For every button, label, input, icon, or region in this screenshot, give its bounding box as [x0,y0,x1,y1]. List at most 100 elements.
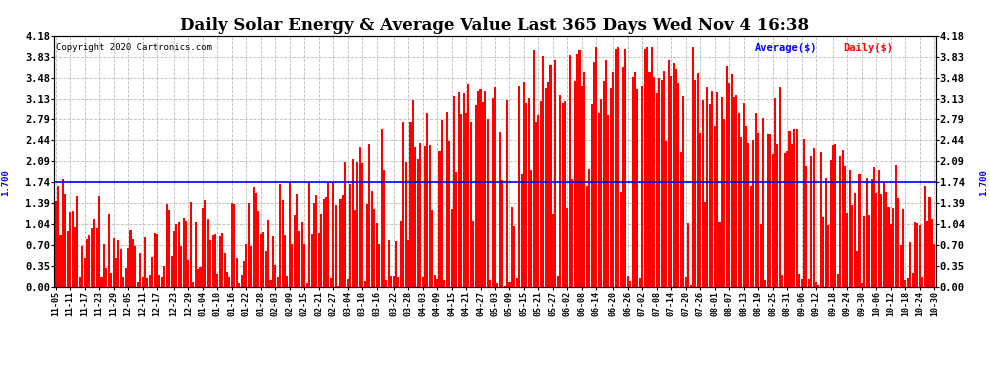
Bar [346,279,348,287]
Bar [148,275,150,287]
Bar [549,64,551,287]
Bar [663,71,665,287]
Bar [523,82,525,287]
Bar [757,133,759,287]
Bar [69,212,71,287]
Bar [412,100,414,287]
Bar [518,86,520,287]
Bar [127,248,129,287]
Bar [272,236,274,287]
Bar [600,99,602,287]
Bar [588,169,590,287]
Bar [163,266,165,287]
Bar [298,231,301,287]
Bar [202,207,204,287]
Bar [907,278,909,287]
Bar [742,103,744,287]
Bar [887,207,889,287]
Bar [912,273,914,287]
Bar [165,204,167,287]
Bar [246,244,248,287]
Bar [219,236,221,287]
Bar [774,98,776,287]
Bar [390,276,392,287]
Bar [788,130,791,287]
Bar [221,233,224,287]
Bar [422,276,424,287]
Bar [801,279,803,287]
Bar [759,224,761,287]
Bar [160,277,163,287]
Bar [335,206,337,287]
Bar [873,167,875,287]
Bar [509,282,511,287]
Bar [388,240,390,287]
Bar [851,205,853,287]
Bar [754,113,756,287]
Bar [931,219,933,287]
Bar [875,193,877,287]
Bar [380,129,382,287]
Bar [573,81,576,287]
Bar [771,153,773,287]
Bar [462,93,464,287]
Bar [257,211,259,287]
Title: Daily Solar Energy & Average Value Last 365 Days Wed Nov 4 16:38: Daily Solar Energy & Average Value Last … [180,17,810,34]
Bar [494,87,496,287]
Bar [786,151,788,287]
Bar [217,274,219,287]
Bar [685,276,687,287]
Bar [837,274,839,287]
Bar [655,93,657,287]
Bar [721,98,723,287]
Bar [71,211,73,287]
Bar [926,221,929,287]
Bar [351,159,353,287]
Bar [595,47,597,287]
Bar [929,197,931,287]
Bar [103,244,105,287]
Bar [250,246,252,287]
Bar [902,209,904,287]
Bar [241,275,243,287]
Bar [846,213,848,287]
Bar [711,91,713,287]
Bar [197,269,199,287]
Bar [823,217,825,287]
Bar [98,195,100,287]
Bar [818,285,820,287]
Bar [289,183,291,287]
Bar [909,242,911,287]
Bar [762,118,764,287]
Bar [578,50,580,287]
Bar [726,66,728,287]
Bar [455,172,457,287]
Bar [397,277,400,287]
Bar [496,283,498,287]
Bar [707,87,709,287]
Bar [410,122,412,287]
Bar [810,156,812,287]
Bar [513,226,516,287]
Bar [153,233,155,287]
Bar [934,244,936,287]
Bar [395,241,397,287]
Bar [281,200,283,287]
Bar [511,207,513,287]
Bar [378,244,380,287]
Bar [660,80,662,287]
Bar [301,222,303,287]
Bar [66,231,68,287]
Bar [637,89,639,287]
Bar [330,279,332,287]
Bar [880,194,882,287]
Bar [144,237,146,287]
Bar [180,246,182,287]
Bar [689,285,692,287]
Bar [212,234,214,287]
Bar [113,238,115,287]
Bar [551,214,554,287]
Bar [694,80,696,287]
Bar [91,228,93,287]
Bar [840,156,842,287]
